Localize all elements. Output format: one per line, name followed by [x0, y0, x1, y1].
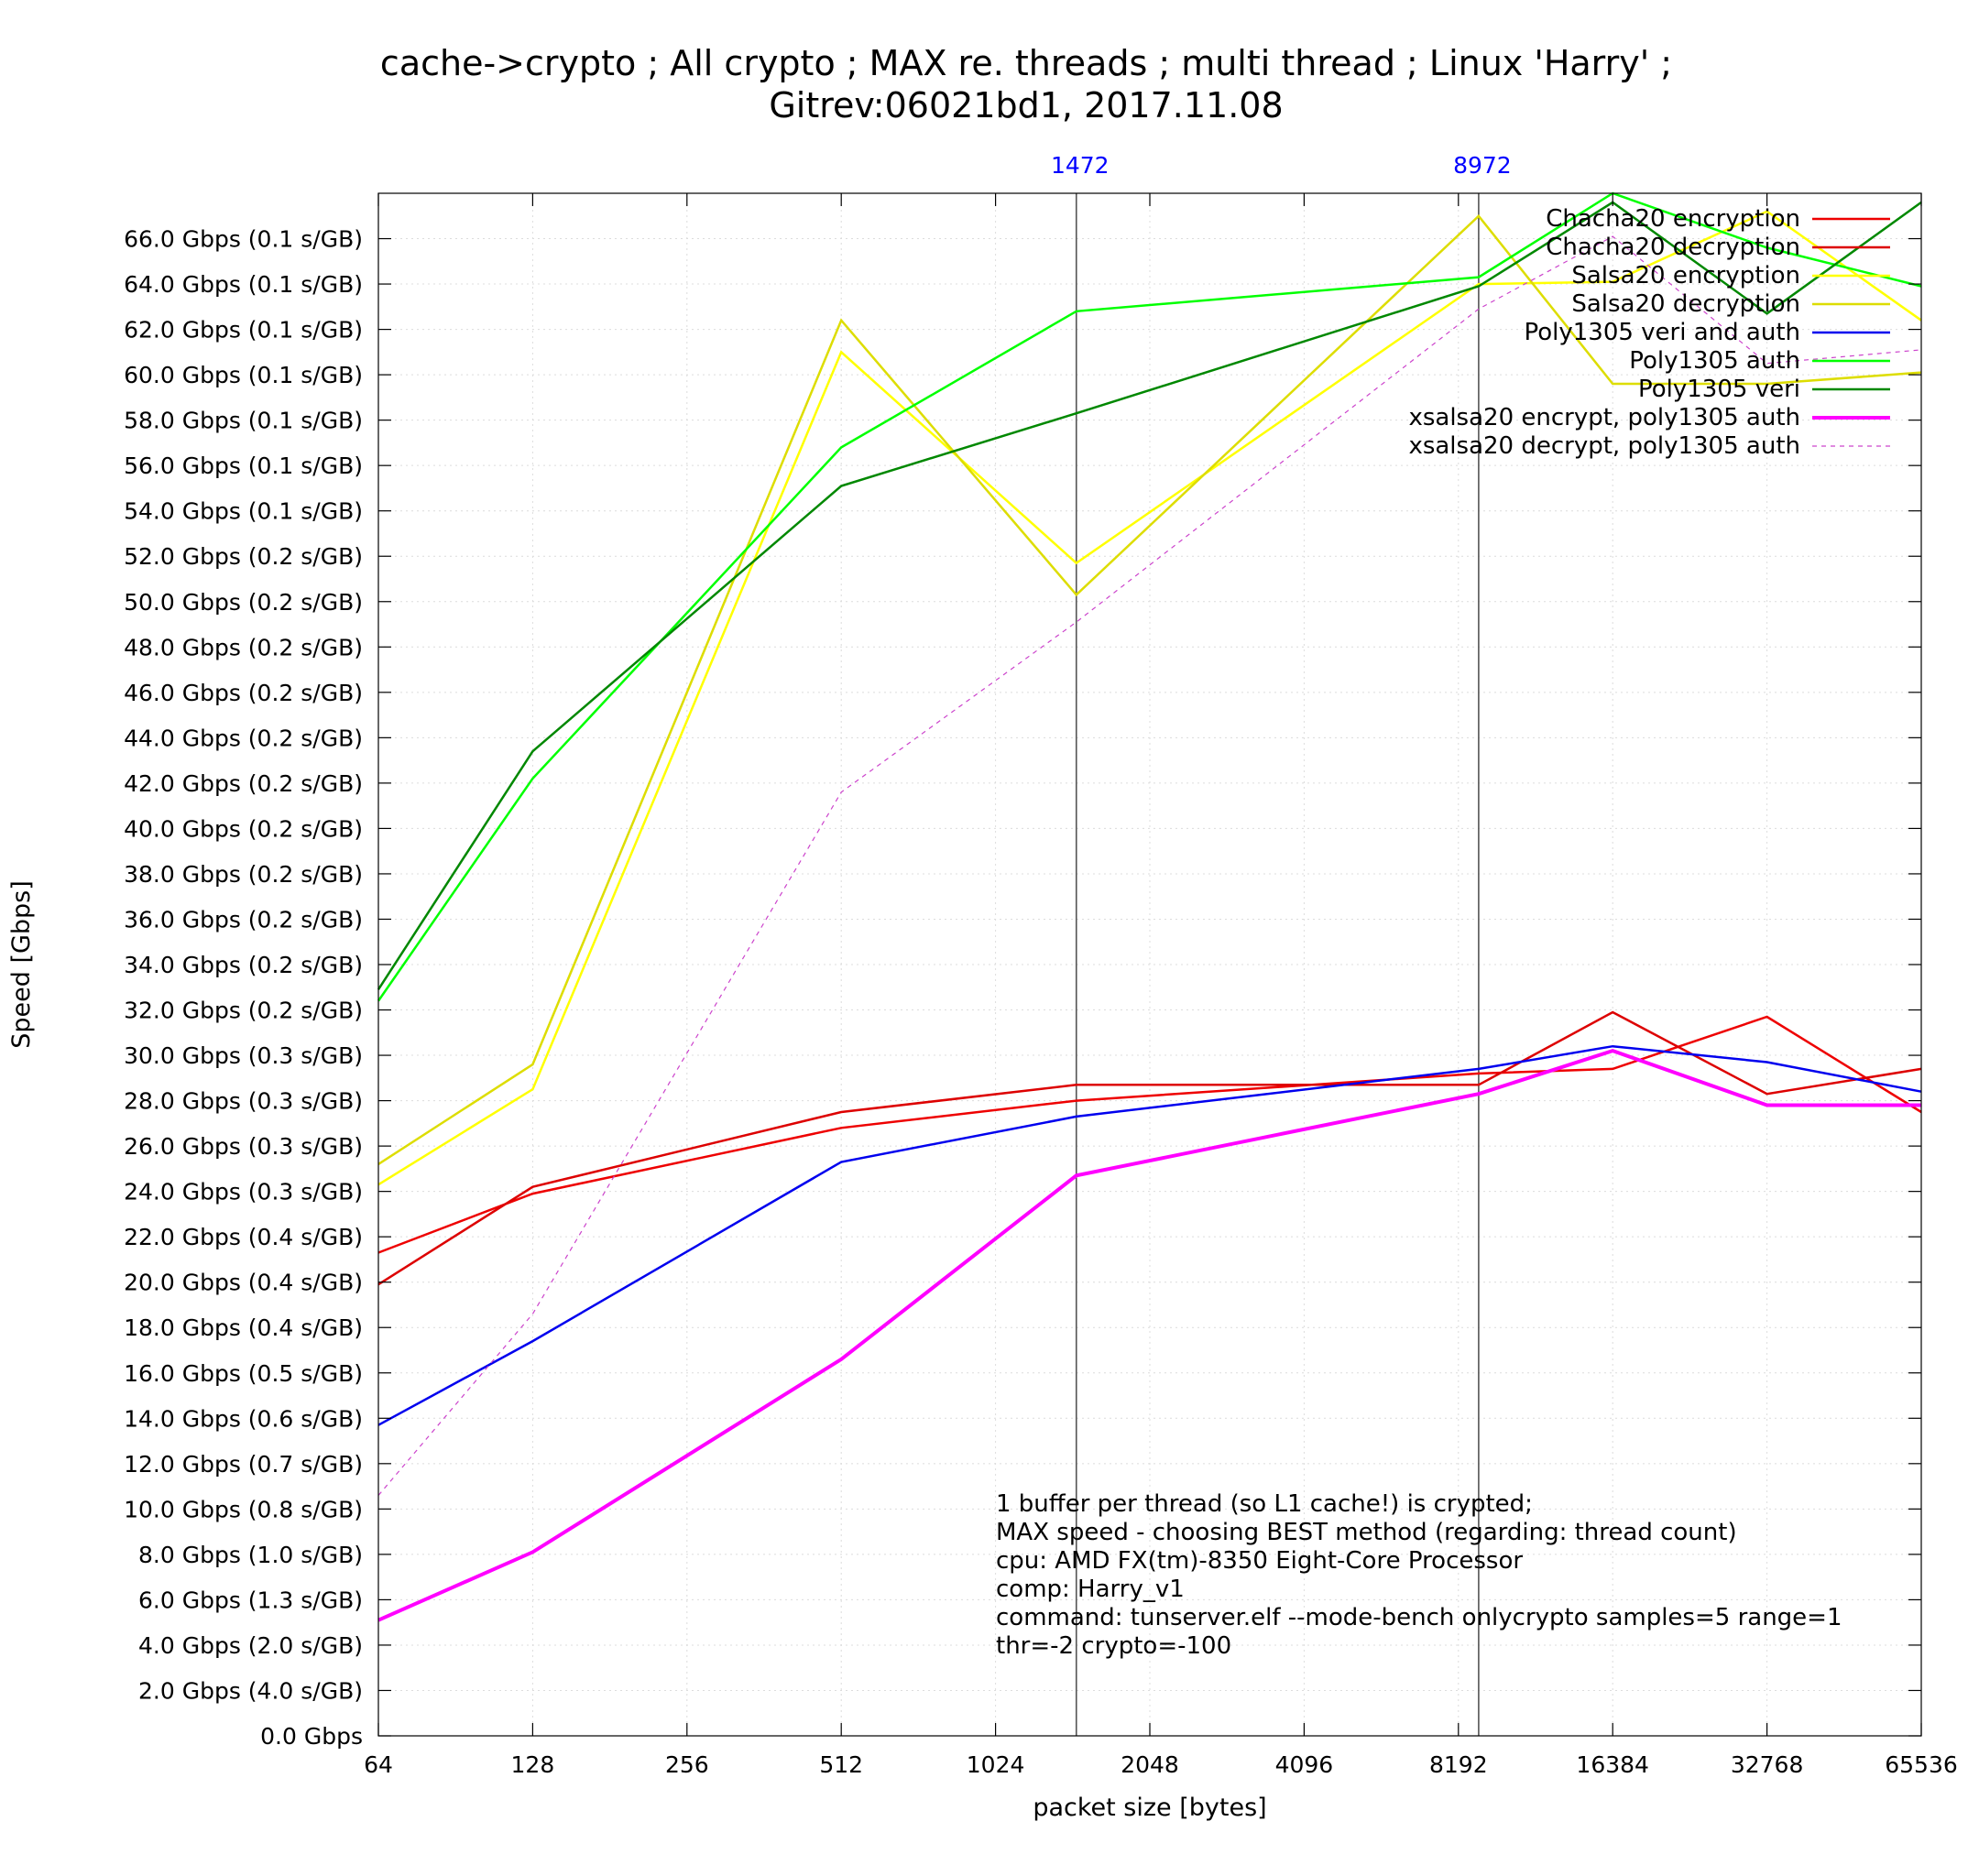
y-tick-label: 56.0 Gbps (0.1 s/GB): [124, 453, 363, 479]
x-tick-label: 64: [364, 1751, 393, 1778]
y-tick-label: 28.0 Gbps (0.3 s/GB): [124, 1088, 363, 1115]
y-tick-label: 46.0 Gbps (0.2 s/GB): [124, 680, 363, 706]
y-tick-label: 4.0 Gbps (2.0 s/GB): [138, 1632, 363, 1659]
y-tick-label: 58.0 Gbps (0.1 s/GB): [124, 408, 363, 434]
series-line: [377, 235, 1922, 1496]
y-tick-label: 22.0 Gbps (0.4 s/GB): [124, 1224, 363, 1250]
y-tick-label: 38.0 Gbps (0.2 s/GB): [124, 861, 363, 888]
x-tick-label: 8192: [1429, 1751, 1488, 1778]
y-tick-label: 14.0 Gbps (0.6 s/GB): [124, 1405, 363, 1432]
grid: [378, 193, 1921, 1736]
x-tick-label: 65536: [1885, 1751, 1958, 1778]
series-line: [377, 213, 1922, 1165]
annotation-line: command: tunserver.elf --mode-bench only…: [996, 1604, 1842, 1631]
y-tick-label: 20.0 Gbps (0.4 s/GB): [124, 1270, 363, 1296]
x-tick-label: 32768: [1731, 1751, 1804, 1778]
y-tick-label: 54.0 Gbps (0.1 s/GB): [124, 498, 363, 525]
y-tick-label: 32.0 Gbps (0.2 s/GB): [124, 998, 363, 1024]
annotation-line: cpu: AMD FX(tm)-8350 Eight-Core Processo…: [996, 1547, 1523, 1575]
y-tick-label: 64.0 Gbps (0.1 s/GB): [124, 271, 363, 298]
y-tick-label: 6.0 Gbps (1.3 s/GB): [138, 1587, 363, 1613]
annotation-line: comp: Harry_v1: [996, 1576, 1185, 1603]
vertical-markers: 1472 8972: [1051, 152, 1512, 1736]
annotation-box: 1 buffer per thread (so L1 cache!) is cr…: [996, 1490, 1842, 1660]
series-line: [377, 1044, 1922, 1426]
y-tick-label: 60.0 Gbps (0.1 s/GB): [124, 362, 363, 388]
series-line: [377, 1048, 1921, 1622]
legend-label: Poly1305 auth: [1629, 347, 1800, 375]
x-tick-label: 512: [819, 1751, 863, 1778]
y-tick-label: 18.0 Gbps (0.4 s/GB): [124, 1314, 363, 1341]
marker-label: 8972: [1453, 152, 1512, 179]
y-tick-label: 44.0 Gbps (0.2 s/GB): [124, 725, 363, 751]
axis-ticks: 0.0 Gbps 2.0 Gbps (4.0 s/GB) 4.0 Gbps (2.0…: [124, 193, 1958, 1778]
y-axis-label: Speed [Gbps]: [7, 880, 36, 1049]
y-tick-label: 62.0 Gbps (0.1 s/GB): [124, 317, 363, 344]
y-tick-label: 48.0 Gbps (0.2 s/GB): [124, 634, 363, 660]
y-tick-label: 42.0 Gbps (0.2 s/GB): [124, 770, 363, 797]
series-line: [377, 191, 1922, 1002]
legend-label: Chacha20 decryption: [1546, 234, 1800, 261]
y-tick-label: 26.0 Gbps (0.3 s/GB): [124, 1133, 363, 1160]
x-tick-label: 2048: [1121, 1751, 1179, 1778]
y-tick-label: 10.0 Gbps (0.8 s/GB): [124, 1496, 363, 1522]
x-tick-label: 1024: [967, 1751, 1025, 1778]
y-tick-label: 24.0 Gbps (0.3 s/GB): [124, 1179, 363, 1205]
legend-label: xsalsa20 encrypt, poly1305 auth: [1408, 404, 1800, 431]
series-line: [377, 1010, 1922, 1286]
y-tick-label: 40.0 Gbps (0.2 s/GB): [124, 815, 363, 842]
y-tick-label: 8.0 Gbps (1.0 s/GB): [138, 1542, 363, 1568]
legend-label: Salsa20 decryption: [1571, 290, 1800, 318]
annotation-line: 1 buffer per thread (so L1 cache!) is cr…: [996, 1490, 1533, 1518]
chart-title: cache->crypto ; All crypto ; MAX re. thr…: [380, 43, 1672, 83]
y-tick-label: 50.0 Gbps (0.2 s/GB): [124, 589, 363, 616]
x-axis-label: packet size [bytes]: [1033, 1794, 1266, 1822]
x-tick-label: 128: [511, 1751, 555, 1778]
chart-subtitle: Gitrev:06021bd1, 2017.11.08: [769, 85, 1283, 125]
y-tick-label: 2.0 Gbps (4.0 s/GB): [138, 1677, 363, 1704]
annotation-line: MAX speed - choosing BEST method (regard…: [996, 1519, 1737, 1546]
y-tick-label: 34.0 Gbps (0.2 s/GB): [124, 952, 363, 978]
legend-label: Poly1305 veri: [1638, 376, 1800, 403]
y-tick-label: 16.0 Gbps (0.5 s/GB): [124, 1360, 363, 1387]
y-tick-label: 66.0 Gbps (0.1 s/GB): [124, 226, 363, 253]
y-tick-label: 12.0 Gbps (0.7 s/GB): [124, 1451, 363, 1478]
marker-label: 1472: [1051, 152, 1110, 179]
legend-label: Salsa20 encryption: [1571, 262, 1800, 289]
legend-label: Chacha20 encryption: [1546, 205, 1800, 233]
y-tick-label: 30.0 Gbps (0.3 s/GB): [124, 1042, 363, 1069]
series-lines: [377, 191, 1922, 1622]
series-line: [377, 1015, 1922, 1254]
x-tick-label: 4096: [1275, 1751, 1334, 1778]
y-tick-label: 52.0 Gbps (0.2 s/GB): [124, 543, 363, 570]
y-tick-label: 36.0 Gbps (0.2 s/GB): [124, 906, 363, 933]
legend-label: Poly1305 veri and auth: [1524, 319, 1800, 346]
legend-label: xsalsa20 decrypt, poly1305 auth: [1408, 432, 1800, 460]
x-tick-label: 256: [665, 1751, 709, 1778]
x-tick-label: 16384: [1576, 1751, 1649, 1778]
annotation-line: thr=-2 crypto=-100: [996, 1632, 1231, 1660]
y-tick-label: 0.0 Gbps: [260, 1723, 363, 1750]
series-line: [377, 210, 1922, 1186]
series-line: [377, 201, 1922, 990]
